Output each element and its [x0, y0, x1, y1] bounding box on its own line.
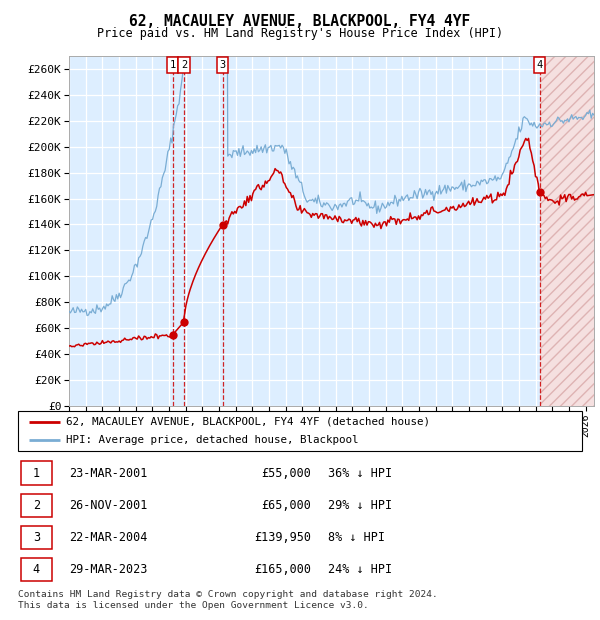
Text: £165,000: £165,000 — [254, 564, 311, 576]
Text: 22-MAR-2004: 22-MAR-2004 — [69, 531, 147, 544]
Text: 62, MACAULEY AVENUE, BLACKPOOL, FY4 4YF: 62, MACAULEY AVENUE, BLACKPOOL, FY4 4YF — [130, 14, 470, 29]
Text: HPI: Average price, detached house, Blackpool: HPI: Average price, detached house, Blac… — [66, 435, 358, 446]
Bar — [21, 461, 52, 485]
Bar — [21, 494, 52, 517]
Text: Contains HM Land Registry data © Crown copyright and database right 2024.
This d: Contains HM Land Registry data © Crown c… — [18, 590, 438, 609]
Text: 2: 2 — [33, 499, 40, 511]
Text: 1: 1 — [33, 467, 40, 479]
Text: 3: 3 — [33, 531, 40, 544]
Text: 62, MACAULEY AVENUE, BLACKPOOL, FY4 4YF (detached house): 62, MACAULEY AVENUE, BLACKPOOL, FY4 4YF … — [66, 417, 430, 427]
Text: 36% ↓ HPI: 36% ↓ HPI — [328, 467, 392, 479]
Text: 29% ↓ HPI: 29% ↓ HPI — [328, 499, 392, 511]
Text: £65,000: £65,000 — [262, 499, 311, 511]
Bar — [21, 526, 52, 549]
Text: 4: 4 — [536, 60, 543, 70]
Text: 4: 4 — [33, 564, 40, 576]
Text: £139,950: £139,950 — [254, 531, 311, 544]
Text: 2: 2 — [181, 60, 187, 70]
Text: £55,000: £55,000 — [262, 467, 311, 479]
Text: 1: 1 — [170, 60, 176, 70]
Bar — [21, 558, 52, 582]
Text: 26-NOV-2001: 26-NOV-2001 — [69, 499, 147, 511]
Text: 3: 3 — [220, 60, 226, 70]
Text: Price paid vs. HM Land Registry's House Price Index (HPI): Price paid vs. HM Land Registry's House … — [97, 27, 503, 40]
Text: 23-MAR-2001: 23-MAR-2001 — [69, 467, 147, 479]
Text: 8% ↓ HPI: 8% ↓ HPI — [328, 531, 385, 544]
Text: 29-MAR-2023: 29-MAR-2023 — [69, 564, 147, 576]
Text: 24% ↓ HPI: 24% ↓ HPI — [328, 564, 392, 576]
